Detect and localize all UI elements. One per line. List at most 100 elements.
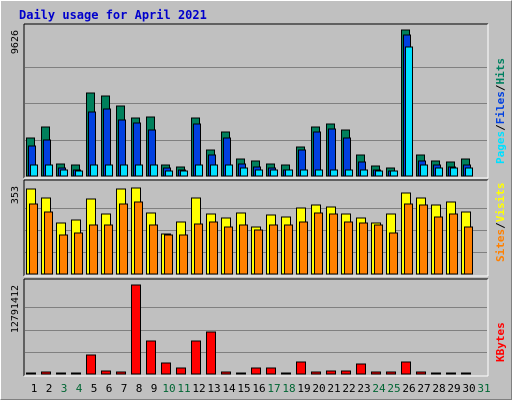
bar-sites-day-27 <box>419 204 428 275</box>
bar-sites-day-13 <box>209 221 218 275</box>
legend-sites: Sites <box>494 229 507 262</box>
x-tick-label-17: 17 <box>267 382 280 395</box>
legend-separator: / <box>494 124 507 131</box>
bar-pages-day-2 <box>45 164 53 177</box>
bar-pages-day-26 <box>405 46 413 177</box>
bar-pages-day-16 <box>255 169 263 177</box>
y-tick-label: 12791412 <box>10 285 21 333</box>
x-tick-label-18: 18 <box>282 382 295 395</box>
bar-pages-day-20 <box>315 169 323 177</box>
bar-kbytes-day-5 <box>86 354 96 375</box>
x-tick-label-7: 7 <box>121 382 128 395</box>
legend-separator: / <box>494 84 507 91</box>
bar-kbytes-day-3 <box>56 372 66 375</box>
x-tick-label-15: 15 <box>237 382 250 395</box>
bar-sites-day-24 <box>374 224 383 275</box>
bar-sites-day-25 <box>389 232 398 275</box>
y-tick-label: 9626 <box>10 30 21 54</box>
x-tick-label-14: 14 <box>222 382 236 395</box>
bar-pages-day-13 <box>210 164 218 177</box>
legend-kbytes: KBytes <box>494 322 507 362</box>
bar-sites-day-26 <box>404 203 413 275</box>
x-tick-label-25: 25 <box>387 382 400 395</box>
bar-sites-day-7 <box>119 203 128 275</box>
bar-kbytes-day-9 <box>146 340 156 375</box>
bar-sites-day-14 <box>224 226 233 275</box>
legend-hits: Hits <box>494 58 507 85</box>
bar-sites-day-16 <box>254 229 263 275</box>
bar-pages-day-23 <box>360 169 368 177</box>
bar-pages-day-21 <box>330 169 338 177</box>
bar-pages-day-24 <box>375 170 383 177</box>
bar-sites-day-9 <box>149 224 158 275</box>
y-tick-label: 353 <box>10 186 21 204</box>
bar-sites-day-3 <box>59 234 68 275</box>
bar-kbytes-day-26 <box>401 361 411 375</box>
bar-sites-day-23 <box>359 222 368 275</box>
x-tick-label-4: 4 <box>76 382 83 395</box>
bar-kbytes-day-20 <box>311 371 321 375</box>
bar-sites-day-28 <box>434 216 443 275</box>
bar-pages-day-1 <box>30 164 38 177</box>
bar-kbytes-day-21 <box>326 370 336 375</box>
bar-pages-day-27 <box>420 164 428 177</box>
bar-pages-day-3 <box>60 169 68 177</box>
legend-pages: Pages <box>494 131 507 164</box>
bar-sites-day-4 <box>74 232 83 275</box>
x-tick-label-27: 27 <box>417 382 430 395</box>
bar-kbytes-day-10 <box>161 362 171 375</box>
x-tick-label-6: 6 <box>106 382 113 395</box>
bar-kbytes-day-1 <box>26 372 36 375</box>
x-tick-label-2: 2 <box>46 382 53 395</box>
x-tick-label-24: 24 <box>372 382 386 395</box>
bar-sites-day-12 <box>194 223 203 275</box>
bar-sites-day-2 <box>44 211 53 275</box>
legend-separator: / <box>494 222 507 229</box>
x-tick-label-30: 30 <box>462 382 475 395</box>
bar-pages-day-5 <box>90 164 98 177</box>
x-tick-label-31: 31 <box>477 382 490 395</box>
bar-kbytes-day-8 <box>131 284 141 375</box>
legend-bottom: KBytes <box>494 322 507 362</box>
bar-sites-day-20 <box>314 212 323 275</box>
x-tick-label-11: 11 <box>177 382 190 395</box>
bar-sites-day-19 <box>299 221 308 275</box>
bar-files-day-21 <box>328 128 336 177</box>
x-tick-label-20: 20 <box>312 382 325 395</box>
x-tick-label-16: 16 <box>252 382 265 395</box>
bar-sites-day-17 <box>269 224 278 275</box>
bar-pages-day-12 <box>195 164 203 177</box>
x-tick-label-23: 23 <box>357 382 370 395</box>
bar-pages-day-8 <box>135 164 143 177</box>
x-tick-label-28: 28 <box>432 382 445 395</box>
bar-kbytes-day-27 <box>416 371 426 375</box>
legend-files: Files <box>494 91 507 124</box>
bar-kbytes-day-4 <box>71 372 81 375</box>
bar-pages-day-14 <box>225 164 233 177</box>
bar-kbytes-day-28 <box>431 372 441 375</box>
x-tick-label-8: 8 <box>136 382 143 395</box>
bar-pages-day-25 <box>390 170 398 177</box>
bar-sites-day-30 <box>464 226 473 275</box>
bar-kbytes-day-29 <box>446 372 456 375</box>
bar-sites-day-6 <box>104 224 113 275</box>
x-tick-label-19: 19 <box>297 382 310 395</box>
bar-sites-day-8 <box>134 201 143 275</box>
bar-sites-day-15 <box>239 224 248 275</box>
x-tick-label-3: 3 <box>61 382 68 395</box>
bar-pages-day-22 <box>345 169 353 177</box>
legend-top: Pages/Files/Hits <box>494 58 507 164</box>
bar-pages-day-4 <box>75 170 83 177</box>
bar-pages-day-30 <box>465 167 473 177</box>
bar-kbytes-day-24 <box>371 371 381 375</box>
bar-sites-day-11 <box>179 234 188 275</box>
bar-pages-day-28 <box>435 167 443 177</box>
legend-middle: Sites/Visits <box>494 183 507 263</box>
panel-middle: 353 Sites/Visits <box>10 179 507 277</box>
bar-pages-day-15 <box>240 167 248 177</box>
bar-kbytes-day-17 <box>266 367 276 375</box>
bar-kbytes-day-22 <box>341 370 351 375</box>
x-tick-label-26: 26 <box>402 382 415 395</box>
